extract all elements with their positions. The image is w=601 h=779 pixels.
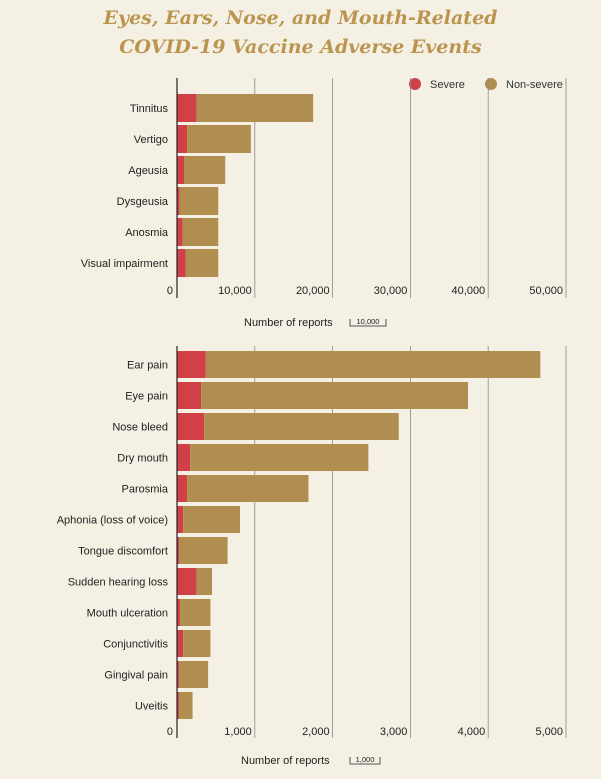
panel2-bar-severe xyxy=(177,444,191,471)
panel2-category-label: Sudden hearing loss xyxy=(68,577,169,589)
panel1-category-label: Vertigo xyxy=(134,134,168,146)
panel1-bar-severe xyxy=(177,94,197,122)
panel2-bar-severe xyxy=(177,568,197,595)
panel2-bar-severe xyxy=(177,413,205,440)
panel2-bar-severe xyxy=(177,599,181,626)
panel1-bar-severe xyxy=(177,187,180,215)
legend-non-severe-swatch xyxy=(485,78,497,90)
panel2-tick-label: 0 xyxy=(167,726,173,738)
panel2-bar-severe xyxy=(177,630,184,657)
panel2-bar-severe xyxy=(177,692,179,719)
panel2-bar-severe xyxy=(177,661,179,688)
panel1-scale-bracket xyxy=(349,319,387,327)
panel2-bar-severe xyxy=(177,382,202,409)
panel2-category-label: Tongue discomfort xyxy=(78,546,168,558)
panel2-tick-label: 2,000 xyxy=(302,726,330,738)
panel1-bar-severe xyxy=(177,249,186,277)
panel2-tick-label: 1,000 xyxy=(224,726,252,738)
panel2-category-label: Nose bleed xyxy=(112,422,168,434)
panel1-bar-severe xyxy=(177,156,185,184)
panel1-category-label: Dysgeusia xyxy=(117,196,169,208)
legend-non-severe-label: Non-severe xyxy=(506,79,563,91)
panel2-scale-bracket xyxy=(349,757,381,765)
panel2-axis-title: Number of reports xyxy=(241,755,330,767)
panel2-scale-label: 1,000 xyxy=(356,755,375,764)
panel1-bar-non-severe xyxy=(184,156,226,184)
chart-title-line-1: Eyes, Ears, Nose, and Mouth-Related xyxy=(103,7,498,29)
panel1-category-label: Anosmia xyxy=(125,227,169,239)
panel1-tick-label: 30,000 xyxy=(374,285,408,297)
panel2-category-label: Parosmia xyxy=(122,484,169,496)
panel1-bar-non-severe xyxy=(182,218,219,246)
panel2-bar-non-severe xyxy=(196,568,213,595)
panel2-tick-label: 3,000 xyxy=(380,726,408,738)
panel2-category-label: Ear pain xyxy=(127,360,168,372)
panel1-bar-non-severe xyxy=(179,187,219,215)
panel2-bar-non-severe xyxy=(190,444,369,471)
panel1-axis-title: Number of reports xyxy=(244,317,333,329)
panel1-bar-severe xyxy=(177,125,188,153)
panel1-tick-label: 20,000 xyxy=(296,285,330,297)
panel1-tick-label: 0 xyxy=(167,285,173,297)
panel2-bar-non-severe xyxy=(183,630,211,657)
panel2-category-label: Gingival pain xyxy=(104,670,168,682)
panel2-category-label: Eye pain xyxy=(125,391,168,403)
panel2-bar-severe xyxy=(177,506,184,533)
panel2-bar-non-severe xyxy=(178,661,209,688)
panel1-category-label: Tinnitus xyxy=(130,103,169,115)
panel2-category-label: Aphonia (loss of voice) xyxy=(57,515,168,527)
panel2-bar-non-severe xyxy=(205,351,541,378)
panel1-bar-severe xyxy=(177,218,183,246)
panel1-tick-label: 50,000 xyxy=(529,285,563,297)
panel2-bar-non-severe xyxy=(204,413,399,440)
panel1-bar-non-severe xyxy=(187,125,251,153)
panel2-bar-non-severe xyxy=(201,382,468,409)
panel2-bar-severe xyxy=(177,537,180,564)
panel2-bar-non-severe xyxy=(179,537,228,564)
panel2-bar-severe xyxy=(177,475,188,502)
panel2-bar-non-severe xyxy=(187,475,309,502)
panel1-scale-label: 10,000 xyxy=(357,317,380,326)
panel2-bar-non-severe xyxy=(180,599,211,626)
panel2-category-label: Mouth ulceration xyxy=(87,608,168,620)
chart-title-line-2: COVID-19 Vaccine Adverse Events xyxy=(119,36,482,58)
panel2-bar-severe xyxy=(177,351,206,378)
panel1-bar-non-severe xyxy=(185,249,219,277)
panel1-bar-non-severe xyxy=(196,94,314,122)
legend-severe-swatch xyxy=(409,78,421,90)
panel2-category-label: Uveitis xyxy=(135,701,169,713)
panel2-tick-label: 5,000 xyxy=(535,726,563,738)
panel1-tick-label: 40,000 xyxy=(452,285,486,297)
panel2-bar-non-severe xyxy=(178,692,193,719)
panel2-category-label: Conjunctivitis xyxy=(103,639,168,651)
panel1-category-label: Visual impairment xyxy=(81,258,168,270)
panel2-tick-label: 4,000 xyxy=(458,726,486,738)
panel2-bar-non-severe xyxy=(183,506,241,533)
panel1-tick-label: 10,000 xyxy=(218,285,252,297)
legend-severe-label: Severe xyxy=(430,79,465,91)
panel2-category-label: Dry mouth xyxy=(117,453,168,465)
panel1-category-label: Ageusia xyxy=(128,165,169,177)
